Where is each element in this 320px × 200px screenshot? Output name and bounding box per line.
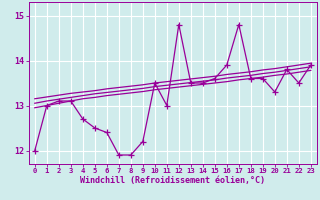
X-axis label: Windchill (Refroidissement éolien,°C): Windchill (Refroidissement éolien,°C)	[80, 176, 265, 185]
